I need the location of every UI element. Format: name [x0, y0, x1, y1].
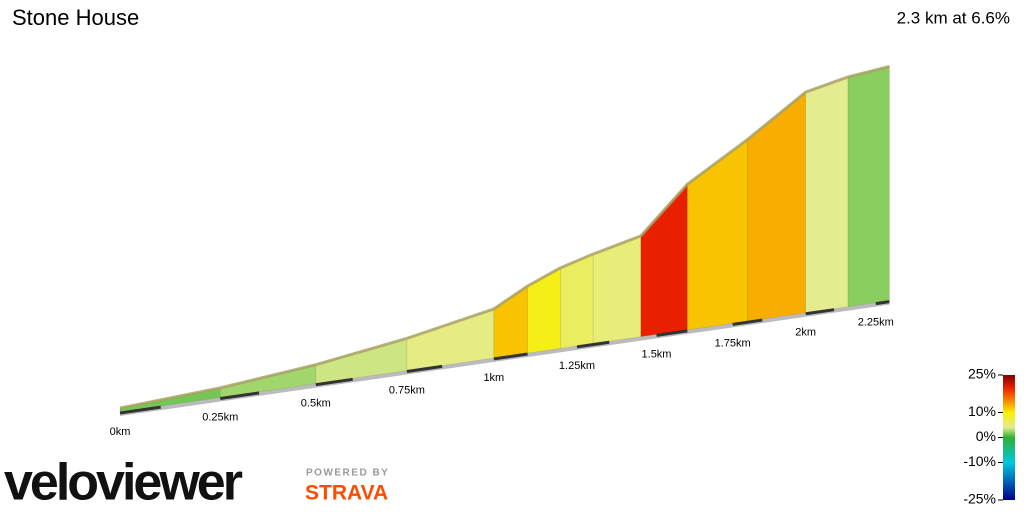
x-tick-label: 2km: [795, 327, 816, 339]
segment: [847, 66, 890, 307]
x-tick-label: 2.25km: [858, 317, 894, 329]
powered-by: POWERED BY: [306, 468, 389, 479]
ridge: [119, 64, 890, 410]
segment: [527, 267, 561, 354]
segment: [640, 183, 688, 337]
x-tick-label: 1.75km: [715, 337, 751, 349]
segment: [805, 76, 849, 314]
x-tick-label: 1.25km: [559, 360, 595, 372]
x-tick: [493, 352, 528, 361]
legend-tick-label: 0%: [976, 428, 996, 444]
profile: 0km 0.25km 0.5km 0.75km 1km 1.25km 1.5km 1.75km…: [110, 64, 894, 438]
x-tick-label: 1.5km: [642, 348, 672, 360]
chart-title: Stone House: [12, 5, 139, 30]
x-tick-label: 0km: [110, 426, 131, 438]
segment: [560, 253, 594, 349]
segment: [687, 138, 748, 331]
x-tick-label: 0.75km: [389, 384, 425, 396]
x-tick-label: 0.5km: [301, 398, 331, 410]
legend-tick-label: -25%: [963, 491, 996, 507]
x-tick: [732, 318, 763, 326]
x-tick: [805, 308, 835, 316]
legend-tick-label: 10%: [968, 403, 996, 419]
x-tick: [406, 364, 443, 373]
x-tick: [576, 340, 610, 349]
x-tick-label: 0.25km: [202, 411, 238, 423]
color-bar: [1003, 375, 1015, 500]
logo: veloviewer: [4, 454, 243, 512]
strava-logo: STRAVA: [305, 482, 388, 505]
chart-subtitle: 2.3 km at 6.6%: [897, 8, 1010, 27]
x-tick-label: 1km: [483, 372, 504, 384]
x-tick: [875, 300, 890, 306]
x-tick: [220, 391, 260, 400]
x-tick: [315, 377, 353, 387]
x-tick: [119, 405, 161, 415]
legend-tick-label: -10%: [963, 453, 996, 469]
legend: 25% 10% 0% -10% -25%: [963, 366, 1015, 507]
legend-tick-label: 25%: [968, 366, 996, 382]
x-tick: [656, 329, 688, 337]
segment: [747, 91, 806, 322]
